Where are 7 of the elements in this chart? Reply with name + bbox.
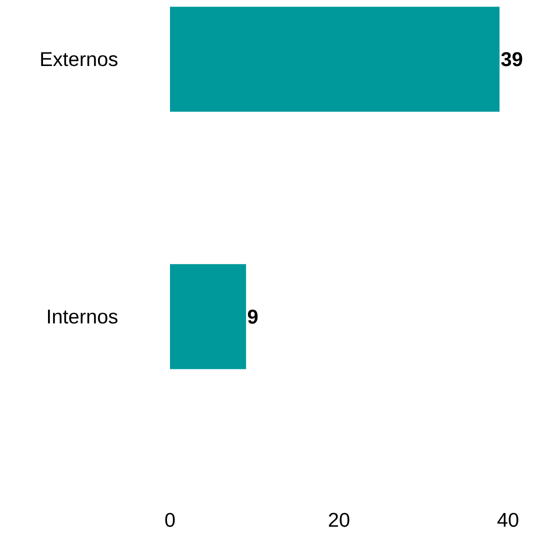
data-label: 39 [501,52,522,66]
y-tick-label: Externos [41,52,118,66]
x-tick-label: 40 [497,512,518,527]
x-tick-label: 20 [328,512,350,527]
data-label: 9 [248,310,258,324]
x-tick-label: 0 [165,512,175,527]
y-tick-label: Internos [48,310,118,324]
